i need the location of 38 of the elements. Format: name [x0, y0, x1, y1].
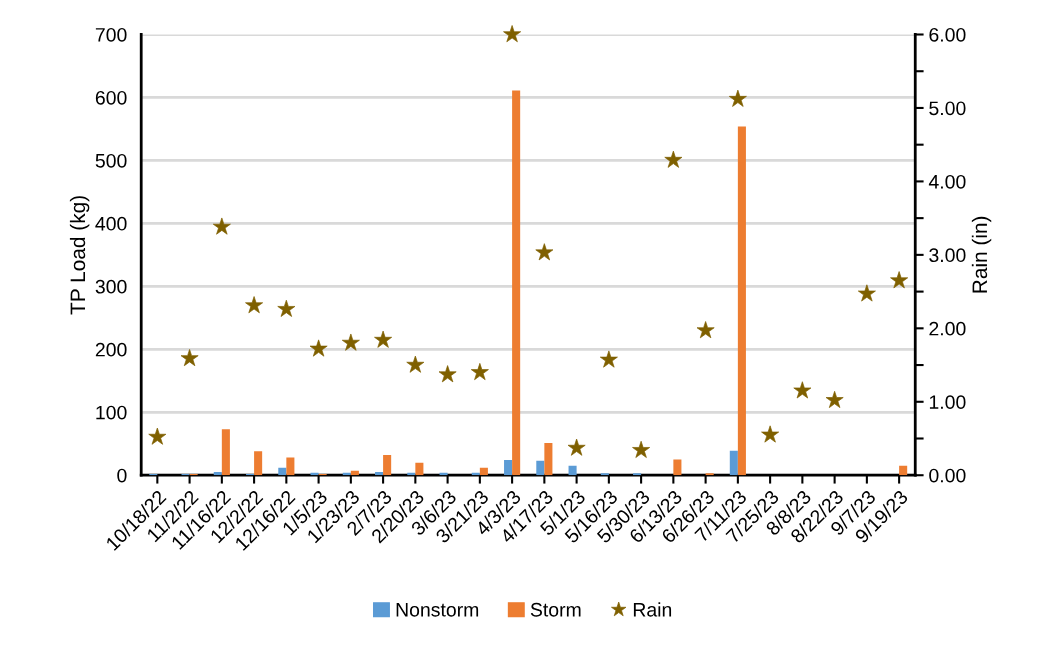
y2-tick-label: 4.00 [928, 174, 966, 189]
bar [415, 462, 424, 476]
bar [286, 457, 295, 476]
bar [504, 460, 513, 476]
y-tick-label: 200 [95, 342, 127, 357]
bar [536, 460, 545, 476]
y2-tick-label: 6.00 [929, 27, 966, 42]
bar [568, 465, 577, 476]
legend-label: Storm [530, 602, 581, 617]
bar [512, 90, 521, 476]
y2-axis-title: Rain (in) [971, 216, 992, 293]
y-tick-label: 0 [117, 468, 127, 483]
y-tick-label: 300 [95, 279, 127, 294]
bar [278, 467, 287, 476]
bar [673, 459, 682, 476]
bar [383, 455, 392, 476]
bar [254, 451, 263, 476]
y-tick-label: 100 [96, 405, 127, 420]
legend-label: Rain [633, 602, 672, 617]
legend-label: Nonstorm [396, 603, 479, 617]
y-tick-label: 600 [95, 90, 127, 105]
y-tick-label: 500 [95, 153, 127, 168]
bar [479, 467, 488, 476]
y2-tick-label: 3.00 [929, 248, 966, 263]
bar [899, 465, 908, 476]
y-tick-label: 400 [95, 216, 127, 231]
y2-tick-label: 5.00 [929, 101, 966, 116]
y2-tick-label: 2.00 [929, 321, 966, 336]
y2-tick-label: 1.00 [929, 395, 966, 410]
bar [544, 443, 553, 476]
bar [213, 472, 222, 476]
y-axis-title: TP Load (kg) [69, 196, 90, 315]
bar [375, 472, 384, 476]
y-tick-label: 700 [95, 27, 127, 42]
bar [737, 126, 746, 476]
bar [221, 429, 230, 476]
y2-tick-label: 0.00 [929, 468, 966, 483]
bar [729, 450, 738, 476]
